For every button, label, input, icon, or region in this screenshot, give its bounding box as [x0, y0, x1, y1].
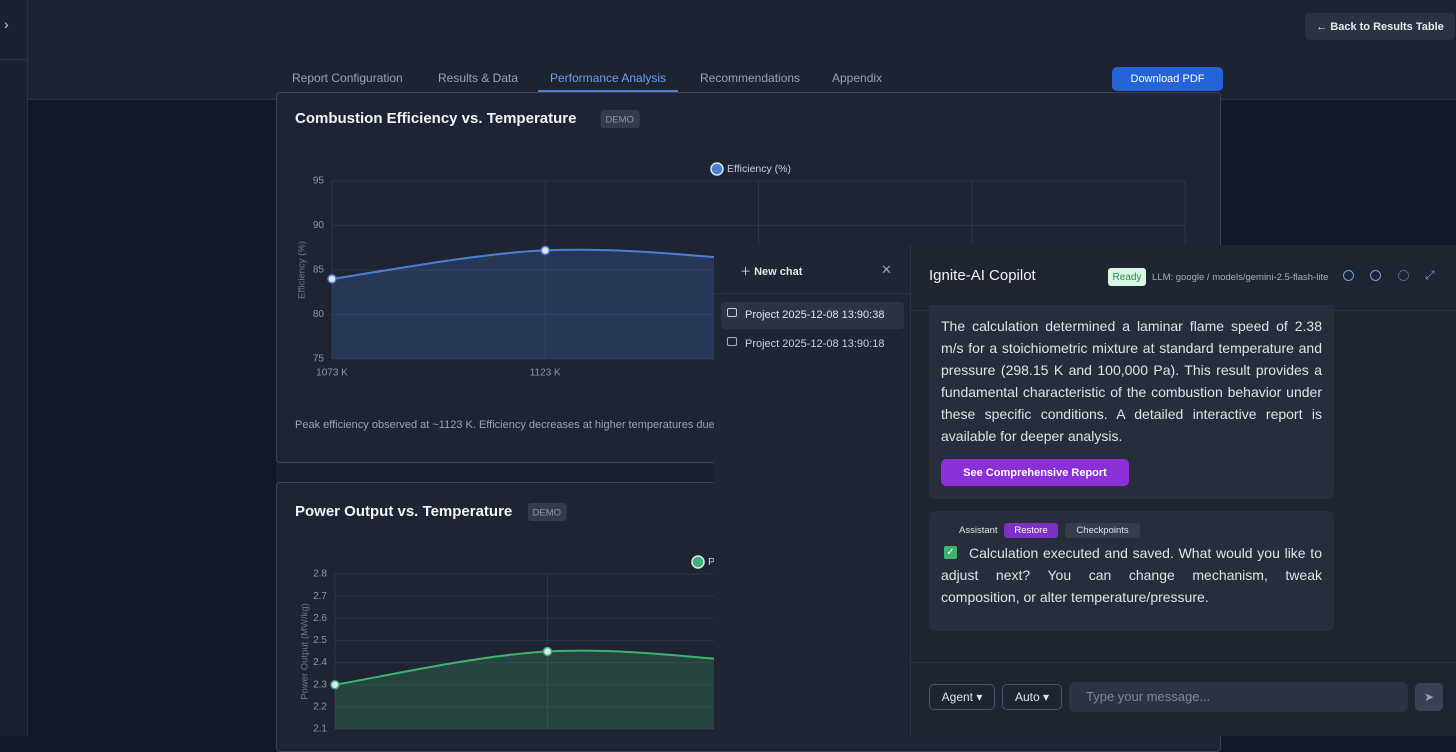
restore-button[interactable]: Restore [1004, 523, 1058, 538]
role-label: Assistant [959, 525, 998, 536]
point [330, 679, 340, 690]
help-icon[interactable] [1370, 270, 1381, 281]
y-tick-label: 90 [313, 220, 325, 231]
history-item-active[interactable] [721, 302, 904, 329]
chat-icon [727, 308, 737, 317]
history-icon[interactable] [1343, 270, 1354, 281]
badge-bg [527, 503, 567, 521]
auto-label: Auto [1014, 690, 1040, 704]
y-tick-label: 2.3 [313, 679, 327, 690]
y-tick-label: 85 [313, 265, 325, 276]
y-axis-label: Power Output (MW/kg) [300, 603, 311, 700]
download-button[interactable]: Download PDF [1112, 67, 1223, 91]
tab[interactable]: Recommendations [700, 71, 801, 85]
new-chat[interactable]: ＋ New chat [740, 266, 803, 278]
badge: DEMO [533, 508, 562, 519]
y-tick-label: 80 [313, 309, 325, 320]
history-divider [714, 293, 911, 294]
message-input[interactable]: Type your message... [1069, 682, 1408, 712]
y-tick-label: 2.6 [313, 613, 327, 624]
check-icon: ✓ [944, 546, 957, 559]
y-tick-label: 75 [313, 354, 325, 365]
settings-icon[interactable] [1398, 270, 1409, 281]
checkpoints-button[interactable]: Checkpoints [1065, 523, 1140, 538]
new-chat-label: New chat [754, 266, 803, 278]
y-tick-label: 2.5 [313, 635, 327, 646]
point [327, 274, 337, 284]
chart-title: Power Output vs. Temperature [295, 503, 512, 520]
legend-marker [710, 162, 724, 176]
sidebar-toggle[interactable]: › [4, 16, 9, 32]
sidebar-divider [0, 59, 28, 60]
y-tick-label: 2.4 [313, 657, 327, 668]
chart-title: Combustion Efficiency vs. Temperature [295, 110, 576, 127]
badge: DEMO [605, 115, 634, 126]
y-tick-label: 2.1 [313, 724, 327, 735]
badge-bg [600, 110, 640, 128]
mode-select[interactable]: Agent ▾ [929, 684, 995, 710]
y-axis-label: Efficiency (%) [297, 241, 308, 299]
legend-label: Efficiency (%) [727, 163, 791, 175]
status-badge: Ready [1108, 268, 1146, 286]
message-text: The calculation determined a laminar fla… [941, 318, 1322, 444]
copilot-title: Ignite-AI Copilot [929, 267, 1036, 284]
chart-caption: Peak efficiency observed at ~1123 K. Eff… [295, 419, 841, 431]
expand-icon[interactable]: ⤢ [1425, 268, 1435, 282]
point [542, 646, 553, 657]
history-item[interactable]: Project 2025-12-08 13:90:18 [745, 338, 885, 350]
history-item[interactable]: Project 2025-12-08 13:90:38 [745, 309, 885, 321]
y-tick-label: 95 [313, 176, 325, 187]
input-divider [911, 662, 1456, 663]
y-tick-label: 2.2 [313, 701, 327, 712]
close-icon[interactable]: ✕ [881, 262, 892, 277]
y-tick-label: 2.7 [313, 591, 327, 602]
message-text: Calculation executed and saved. What wou… [941, 545, 1322, 605]
x-tick-label: 1123 K [530, 368, 561, 379]
tab[interactable]: Appendix [832, 71, 883, 85]
tab[interactable]: Report Configuration [292, 71, 403, 85]
back-button[interactable]: ← Back to Results Table [1305, 13, 1455, 40]
mode-label: Agent [941, 690, 973, 704]
auto-select[interactable]: Auto ▾ [1002, 684, 1062, 710]
sidebar [0, 0, 28, 736]
report-button[interactable]: See Comprehensive Report [941, 459, 1129, 486]
send-button[interactable]: ➤ [1415, 683, 1443, 711]
point [540, 245, 550, 256]
input-placeholder: Type your message... [1086, 689, 1211, 704]
tab[interactable]: Results & Data [438, 71, 519, 85]
chat-icon [727, 337, 737, 346]
legend-marker [691, 555, 705, 569]
model-label: LLM: google / models/gemini-2.5-flash-li… [1152, 272, 1329, 283]
y-tick-label: 2.8 [313, 569, 327, 580]
tab-active[interactable]: Performance Analysis [538, 70, 679, 92]
x-tick-label: 1073 K [316, 368, 348, 379]
